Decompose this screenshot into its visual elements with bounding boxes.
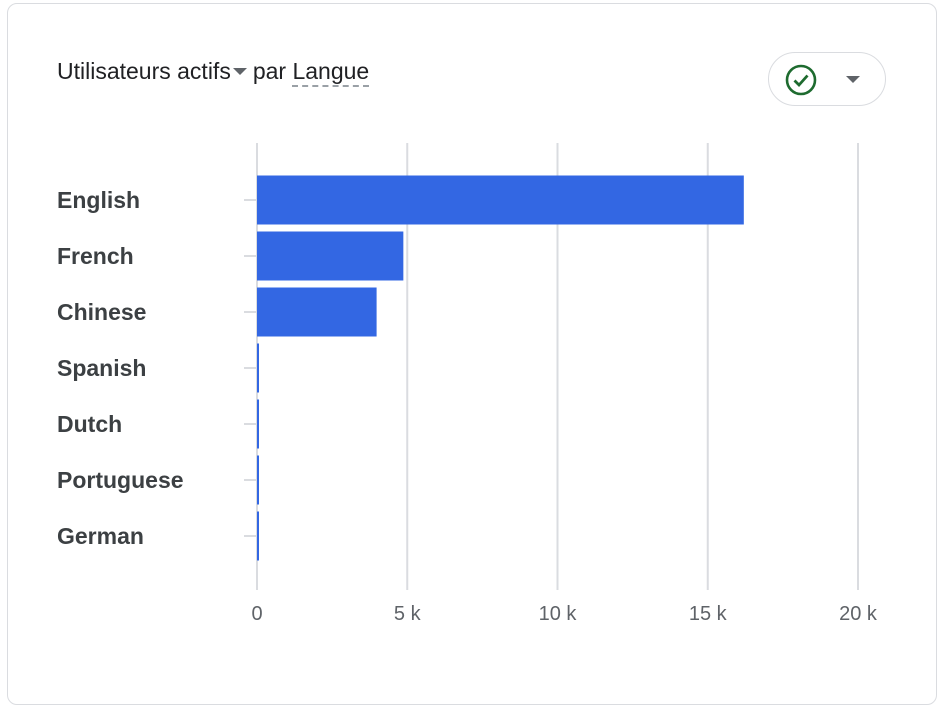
metric-label: Utilisateurs actifs — [57, 58, 231, 84]
bar-portuguese — [257, 455, 259, 505]
bar-french — [257, 231, 404, 281]
x-tick-label: 0 — [251, 603, 262, 625]
card-title: Utilisateurs actifs par Langue — [57, 58, 370, 87]
dimension-selector[interactable]: Langue — [292, 58, 370, 87]
bar-english — [257, 175, 744, 225]
bar-dutch — [257, 399, 259, 449]
category-label: Chinese — [57, 299, 146, 325]
comparison-status-button[interactable] — [768, 52, 886, 106]
check-circle-icon — [785, 64, 817, 96]
metric-selector[interactable]: Utilisateurs actifs — [57, 58, 253, 84]
category-label: German — [57, 523, 144, 549]
x-tick-label: 5 k — [394, 603, 422, 625]
category-label: Portuguese — [57, 467, 184, 493]
dropdown-arrow-icon — [846, 76, 860, 83]
bar-german — [257, 511, 259, 561]
x-tick-label: 15 k — [689, 603, 728, 625]
by-label: par — [252, 58, 287, 84]
category-label: French — [57, 243, 134, 269]
chart-card — [7, 3, 937, 705]
x-tick-label: 10 k — [539, 603, 578, 625]
x-tick-label: 20 k — [839, 603, 878, 625]
bar-spanish — [257, 343, 259, 393]
category-label: Dutch — [57, 411, 122, 437]
category-label: Spanish — [57, 355, 146, 381]
bar-chart: 0 5 k 10 k 15 k 20 k English French Chinese Span… — [57, 143, 878, 625]
caret-down-icon — [232, 67, 247, 75]
bar-chinese — [257, 287, 377, 337]
category-label: English — [57, 187, 140, 213]
